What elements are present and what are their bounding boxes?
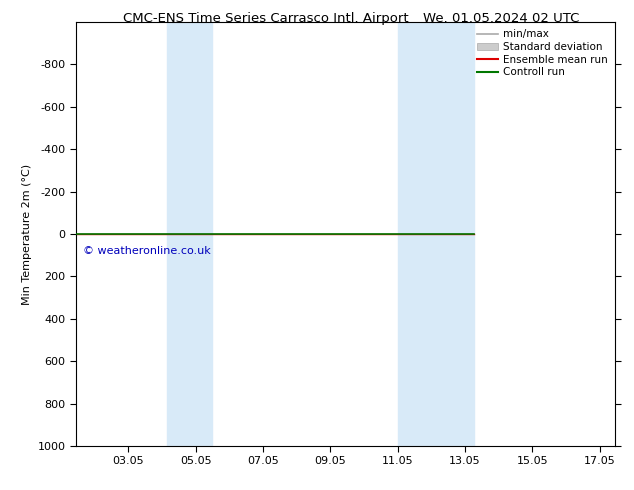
Text: © weatheronline.co.uk: © weatheronline.co.uk — [83, 245, 210, 256]
Text: CMC-ENS Time Series Carrasco Intl. Airport: CMC-ENS Time Series Carrasco Intl. Airpo… — [124, 12, 409, 25]
Bar — [167, 22, 212, 446]
Y-axis label: Min Temperature 2m (°C): Min Temperature 2m (°C) — [22, 163, 32, 305]
Bar — [398, 22, 474, 446]
Text: We. 01.05.2024 02 UTC: We. 01.05.2024 02 UTC — [423, 12, 579, 25]
Legend: min/max, Standard deviation, Ensemble mean run, Controll run: min/max, Standard deviation, Ensemble me… — [475, 27, 610, 79]
